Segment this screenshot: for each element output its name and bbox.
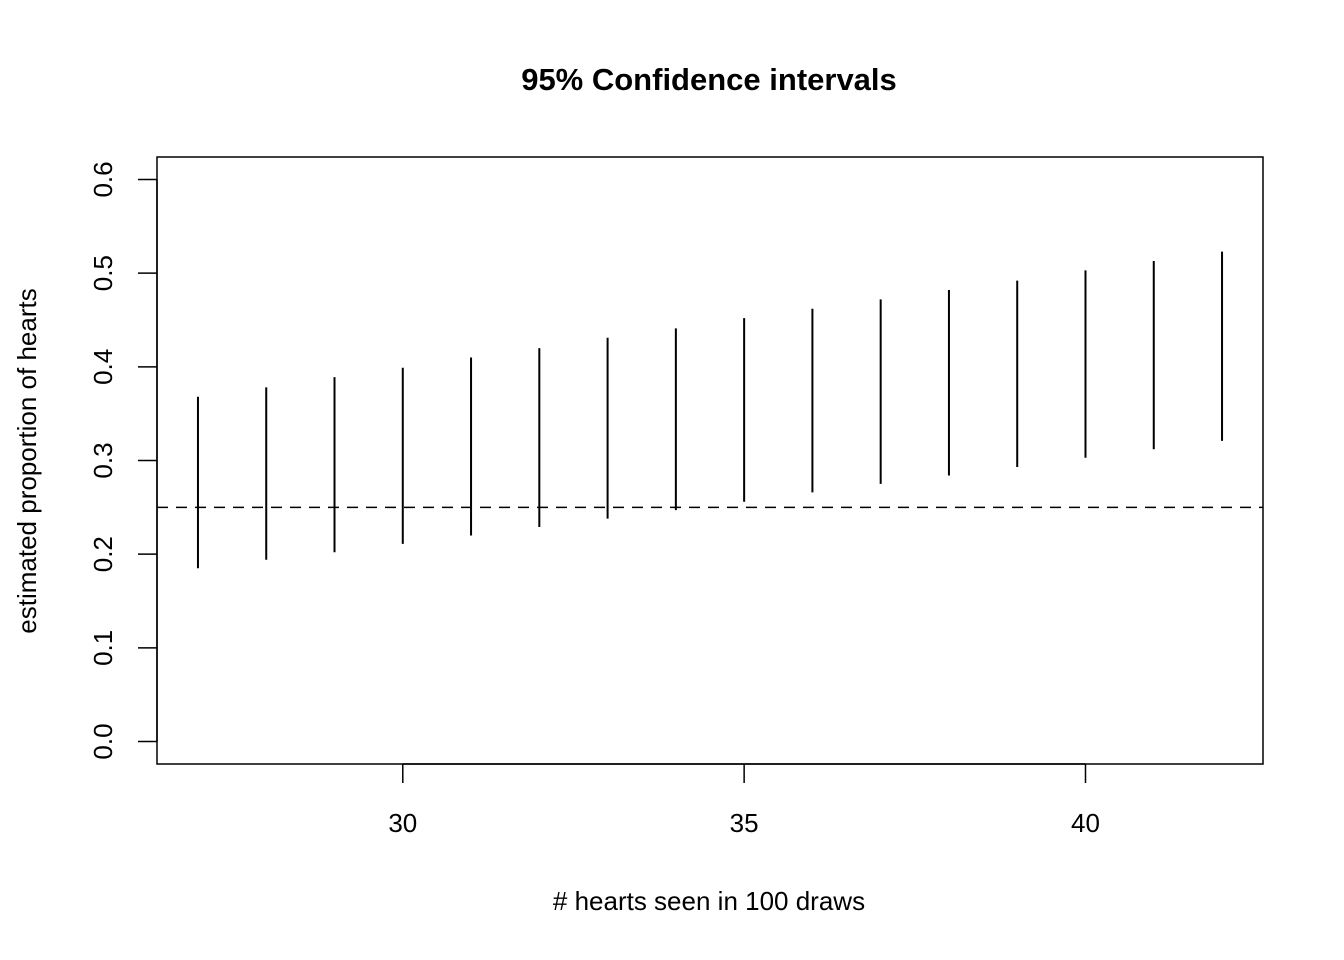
- y-tick-label: 0.0: [88, 723, 118, 759]
- y-axis-label: estimated proportion of hearts: [12, 288, 42, 633]
- x-axis: 30 35 40: [388, 763, 1100, 838]
- x-tick-label: 30: [388, 808, 417, 838]
- intervals-layer: [196, 251, 1224, 569]
- plot-frame: [156, 156, 1264, 765]
- x-tick-label: 40: [1071, 808, 1100, 838]
- x-axis-label: # hearts seen in 100 draws: [553, 886, 865, 916]
- y-tick-label: 0.6: [88, 161, 118, 197]
- y-tick-label: 0.1: [88, 630, 118, 666]
- y-tick-label: 0.3: [88, 442, 118, 478]
- y-tick-label: 0.2: [88, 536, 118, 572]
- y-tick-label: 0.5: [88, 255, 118, 291]
- chart-title: 95% Confidence intervals: [521, 62, 897, 97]
- y-axis: 0.0 0.1 0.2 0.3 0.4 0.5 0.6: [88, 161, 158, 760]
- y-tick-label: 0.4: [88, 349, 118, 385]
- x-tick-label: 35: [730, 808, 759, 838]
